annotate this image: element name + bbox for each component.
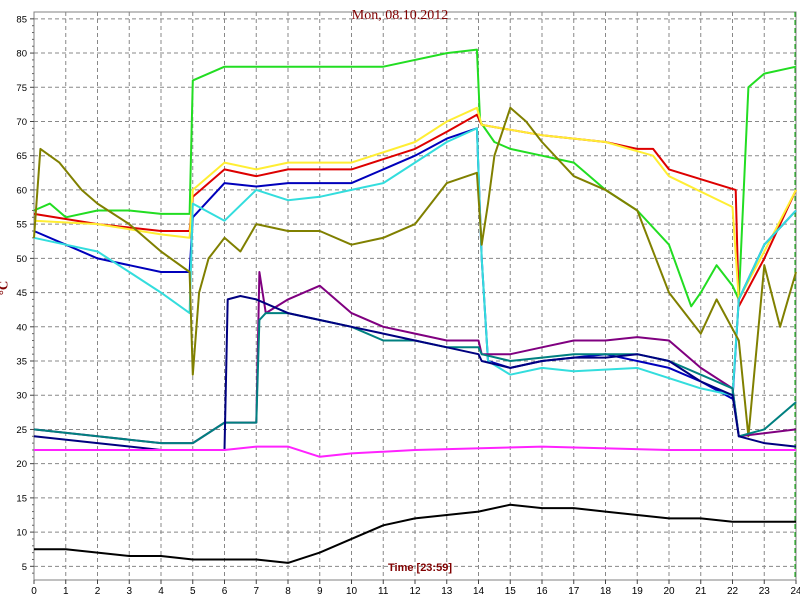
y-tick-label: 75 — [16, 83, 27, 94]
x-tick-label: 8 — [285, 586, 291, 597]
x-tick-label: 6 — [222, 586, 228, 597]
x-tick-label: 9 — [317, 586, 323, 597]
x-axis-label: Time [23:59] — [388, 562, 452, 574]
x-tick-label: 7 — [253, 586, 259, 597]
series-line-10 — [34, 445, 796, 458]
series-line-1 — [33, 48, 797, 308]
x-tick-label: 1 — [63, 586, 69, 597]
y-axis-label: °C — [0, 280, 11, 296]
x-tick-label: 11 — [378, 586, 389, 597]
series-line-11 — [34, 503, 796, 564]
x-tick-label: 23 — [759, 586, 771, 597]
x-tick-label: 13 — [441, 586, 453, 597]
series-layer — [33, 48, 797, 564]
x-tick-label: 17 — [568, 586, 580, 597]
y-tick-label: 80 — [16, 49, 27, 60]
y-tick-label: 50 — [16, 254, 27, 265]
x-tick-label: 15 — [505, 586, 517, 597]
x-tick-label: 18 — [600, 586, 612, 597]
x-tick-label: 24 — [790, 586, 800, 597]
series-line-3 — [33, 106, 797, 301]
x-tick-label: 5 — [190, 586, 196, 597]
x-tick-label: 14 — [473, 586, 485, 597]
y-tick-label: 20 — [16, 459, 27, 470]
y-tick-label: 70 — [16, 117, 27, 128]
x-tick-label: 16 — [536, 586, 548, 597]
tick-labels: 0 1 2 3 4 5 6 7 8 9 10 11 12 13 14 15 16 17 18 19 20 21 22 23 24… — [16, 14, 800, 597]
x-tick-label: 0 — [31, 586, 37, 597]
x-tick-label: 12 — [409, 586, 421, 597]
y-tick-label: 10 — [16, 528, 27, 539]
series-line-6 — [33, 106, 797, 438]
y-tick-label: 35 — [16, 357, 27, 368]
x-tick-label: 22 — [727, 586, 739, 597]
y-tick-label: 25 — [16, 425, 27, 436]
grid — [34, 12, 796, 580]
y-tick-label: 85 — [16, 14, 27, 25]
y-tick-label: 45 — [16, 288, 27, 299]
series-line-5 — [33, 127, 797, 397]
axes — [30, 11, 797, 584]
y-tick-label: 40 — [16, 322, 27, 333]
x-tick-label: 10 — [346, 586, 358, 597]
y-tick-label: 15 — [16, 493, 27, 504]
y-tick-label: 30 — [16, 391, 27, 402]
y-tick-label: 65 — [16, 151, 27, 162]
x-tick-label: 4 — [158, 586, 164, 597]
x-tick-label: 19 — [632, 586, 644, 597]
x-tick-label: 21 — [695, 586, 707, 597]
y-tick-label: 60 — [16, 185, 27, 196]
x-tick-label: 2 — [95, 586, 101, 597]
x-tick-label: 20 — [663, 586, 675, 597]
y-tick-label: 55 — [16, 220, 27, 231]
y-tick-label: 5 — [22, 562, 27, 573]
chart-title: Mon, 08.10.2012 — [351, 8, 449, 23]
x-tick-label: 3 — [126, 586, 132, 597]
